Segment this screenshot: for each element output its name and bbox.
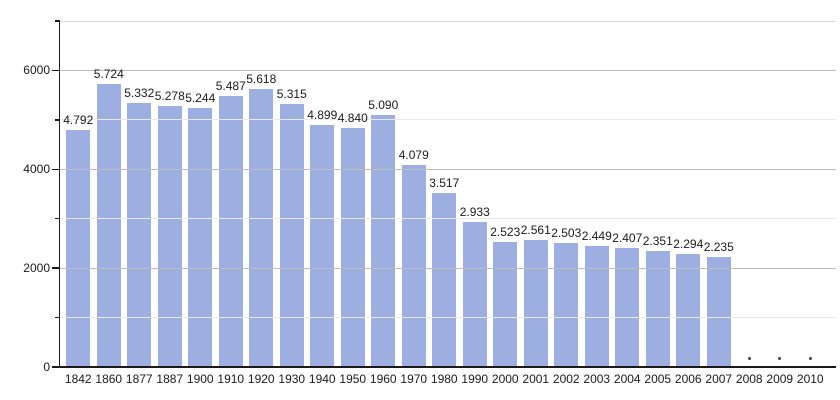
gridline-major-4000 [60, 168, 836, 170]
y-tick-label: 4000 [23, 162, 50, 177]
x-tick-label: 1960 [369, 372, 397, 386]
bar-1887 [157, 106, 182, 367]
x-tick-label: 1990 [461, 372, 489, 386]
bar-1910 [218, 95, 243, 367]
y-tick-minor-5000 [55, 119, 60, 121]
bar-2005 [645, 250, 670, 367]
bar-value-label: 2.449 [581, 228, 612, 243]
gridline-minor-3000 [60, 218, 836, 220]
bar-1950 [340, 127, 365, 367]
bar-value-label: 5.090 [368, 98, 399, 113]
x-tick-label: 2000 [491, 372, 519, 386]
bar-value-label: 2.523 [490, 225, 521, 240]
x-tick-label: 1980 [430, 372, 458, 386]
bar-1960 [371, 115, 396, 367]
bar-value-label: 4.840 [337, 110, 368, 125]
gridline-minor-5000 [60, 119, 836, 121]
bar-value-label: 5.618 [246, 72, 277, 87]
x-tick-label: 1910 [217, 372, 245, 386]
bar-2002 [554, 243, 579, 367]
zero-marker [808, 356, 812, 360]
x-tick-label: 1887 [156, 372, 184, 386]
gridline-top [60, 20, 836, 22]
x-tick-label: 2008 [735, 372, 763, 386]
bar-1920 [249, 89, 274, 367]
gridline-major-2000 [60, 267, 836, 269]
bar-value-label: 2.351 [642, 233, 673, 248]
bar-value-label: 2.407 [612, 231, 643, 246]
bar-value-label: 5.278 [154, 89, 185, 104]
gridline-minor-1000 [60, 317, 836, 319]
bar-value-label: 5.332 [124, 86, 155, 101]
bar-2004 [615, 248, 640, 367]
bar-1990 [462, 222, 487, 367]
bar-value-label: 2.933 [459, 205, 490, 220]
y-tick-major-2000 [52, 267, 60, 269]
y-tick-label: 0 [43, 360, 50, 374]
bar-1980 [432, 193, 457, 367]
x-axis-line [52, 366, 836, 368]
x-tick-label: 2007 [705, 372, 733, 386]
bar-value-label: 4.079 [398, 148, 429, 163]
x-tick-label: 1877 [125, 372, 153, 386]
zero-marker [747, 356, 751, 360]
x-tick-label: 2001 [522, 372, 550, 386]
y-tick-minor-3000 [55, 217, 60, 220]
bar-2000 [493, 242, 518, 367]
y-tick-minor-7000 [55, 20, 60, 22]
bar-value-label: 4.792 [63, 113, 94, 128]
y-axis-line [58, 21, 60, 367]
x-tick-label: 1930 [278, 372, 306, 386]
x-tick-label: 1940 [308, 372, 336, 386]
bar-value-label: 2.561 [520, 223, 551, 238]
bar-1970 [401, 165, 426, 367]
bar-value-label: 3.517 [429, 176, 460, 191]
y-tick-label: 6000 [23, 63, 50, 78]
bar-2007 [706, 256, 731, 367]
bar-2003 [584, 245, 609, 367]
bar-2006 [676, 253, 701, 367]
bar-1860 [96, 84, 121, 367]
y-tick-major-4000 [52, 168, 60, 171]
bar-value-label: 5.244 [185, 90, 216, 105]
bar-value-label: 2.503 [551, 226, 582, 241]
bar-1940 [310, 124, 335, 367]
bar-1877 [127, 103, 152, 367]
x-tick-label: 2010 [796, 372, 824, 386]
x-tick-label: 1950 [339, 372, 367, 386]
x-tick-label: 2002 [552, 372, 580, 386]
x-tick-label: 2005 [644, 372, 672, 386]
x-tick-label: 2004 [613, 372, 641, 386]
bar-value-label: 2.235 [703, 239, 734, 254]
bar-1900 [188, 107, 213, 367]
x-tick-label: 1900 [186, 372, 214, 386]
x-tick-label: 2003 [583, 372, 611, 386]
bar-value-label: 5.487 [215, 78, 246, 93]
y-tick-major-6000 [52, 69, 60, 72]
y-tick-label: 2000 [23, 261, 50, 276]
bar-value-label: 4.899 [307, 107, 338, 122]
x-tick-label: 2009 [766, 372, 794, 386]
x-tick-label: 2006 [674, 372, 702, 386]
bar-2001 [523, 240, 548, 367]
gridline-major-6000 [60, 69, 836, 71]
x-tick-label: 1920 [247, 372, 275, 386]
y-tick-major-0 [52, 366, 60, 368]
x-tick-label: 1860 [95, 372, 123, 386]
bar-value-label: 2.294 [673, 236, 704, 251]
bar-value-label: 5.724 [93, 67, 124, 82]
x-tick-label: 1970 [400, 372, 428, 386]
y-tick-minor-1000 [55, 316, 60, 319]
x-tick-label: 1842 [64, 372, 92, 386]
bar-value-label: 5.315 [276, 87, 307, 102]
bar-1930 [279, 104, 304, 367]
bar-1842 [66, 130, 91, 367]
zero-marker [778, 356, 782, 360]
